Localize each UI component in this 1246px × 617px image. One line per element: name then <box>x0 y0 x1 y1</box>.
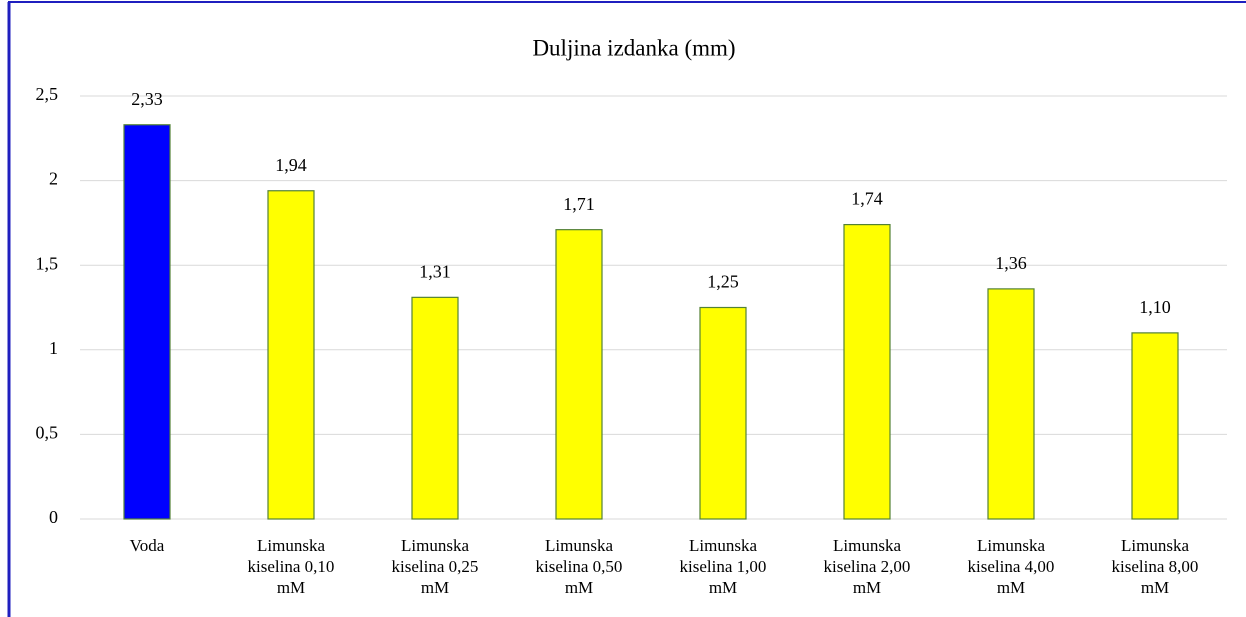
y-tick-label: 0 <box>49 507 58 527</box>
data-label: 1,25 <box>707 272 739 292</box>
bar <box>843 223 891 520</box>
y-tick-label: 0,5 <box>36 423 59 443</box>
y-tick-label: 2 <box>49 169 58 189</box>
data-label: 1,71 <box>563 194 595 214</box>
bar <box>267 190 315 520</box>
data-label: 2,33 <box>131 89 163 109</box>
bar <box>411 296 459 520</box>
chart-title: Duljina izdanka (mm) <box>532 35 735 60</box>
x-tick-label: Limunska kiselina 1,00 mM <box>679 536 767 597</box>
bar <box>987 288 1035 520</box>
bar <box>699 306 747 520</box>
x-tick-label: Limunska kiselina 4,00 mM <box>967 536 1055 597</box>
data-label: 1,31 <box>419 261 451 281</box>
data-label: 1,74 <box>851 189 883 209</box>
data-label: 1,36 <box>995 253 1027 273</box>
bar <box>1131 332 1179 520</box>
x-tick-label: Limunska kiselina 0,25 mM <box>391 536 479 597</box>
x-tick-label: Limunska kiselina 8,00 mM <box>1111 536 1199 597</box>
data-label: 1,10 <box>1139 297 1171 317</box>
y-tick-label: 2,5 <box>36 84 59 104</box>
x-tick-label: Limunska kiselina 2,00 mM <box>823 536 911 597</box>
x-tick-label: Voda <box>129 536 165 555</box>
x-tick-label: Limunska kiselina 0,50 mM <box>535 536 623 597</box>
bar <box>123 124 171 520</box>
y-tick-label: 1,5 <box>36 253 59 273</box>
y-tick-label: 1 <box>49 338 58 358</box>
x-tick-label: Limunska kiselina 0,10 mM <box>247 536 335 597</box>
data-label: 1,94 <box>275 155 307 175</box>
bar <box>555 229 603 520</box>
